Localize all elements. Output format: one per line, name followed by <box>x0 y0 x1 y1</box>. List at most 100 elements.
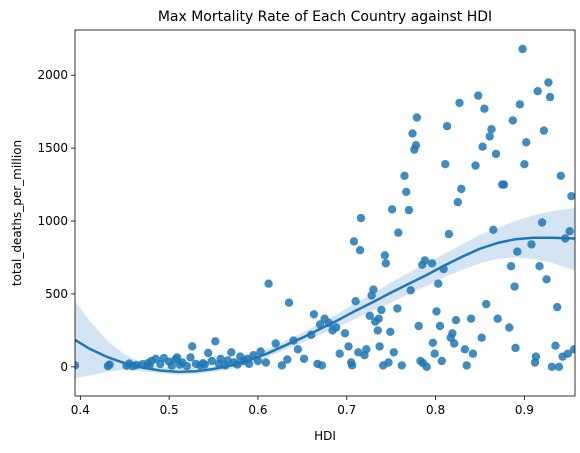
data-point <box>389 348 398 357</box>
data-point <box>485 132 494 141</box>
data-point <box>271 339 280 348</box>
data-point <box>563 349 573 358</box>
data-point <box>522 138 531 147</box>
data-point <box>356 213 366 223</box>
x-axis-label: HDI <box>314 429 336 443</box>
data-point <box>482 299 491 309</box>
data-point <box>400 171 409 180</box>
data-point <box>478 142 487 151</box>
data-point <box>567 192 575 201</box>
data-point <box>434 279 443 288</box>
data-point <box>211 337 220 346</box>
x-tick-label: 0.7 <box>337 403 356 417</box>
data-point <box>414 321 423 331</box>
data-point <box>539 126 549 135</box>
data-point <box>510 282 519 291</box>
x-tick-label: 0.6 <box>248 403 267 417</box>
x-tick-label: 0.5 <box>160 403 179 417</box>
data-point <box>489 225 498 234</box>
x-tick-label: 0.4 <box>71 403 90 417</box>
x-tick-label: 0.9 <box>515 403 534 417</box>
data-point <box>535 262 544 271</box>
data-point <box>457 184 466 194</box>
data-point <box>186 353 195 362</box>
data-point <box>393 304 402 313</box>
data-point <box>428 338 438 347</box>
data-point <box>460 345 470 354</box>
data-point <box>397 361 406 370</box>
y-ticks: 0 500 1000 1500 2000 <box>37 68 75 374</box>
data-point <box>264 279 273 288</box>
y-tick-label: 2000 <box>37 68 68 82</box>
data-point <box>299 354 309 363</box>
data-point <box>547 362 557 371</box>
data-point <box>277 361 287 370</box>
data-point <box>435 321 445 331</box>
data-point <box>374 314 383 323</box>
data-point <box>554 362 564 371</box>
data-point <box>444 229 454 239</box>
data-point <box>455 98 464 108</box>
data-point <box>518 44 527 54</box>
data-point <box>569 345 575 354</box>
trend-line <box>75 236 575 374</box>
data-point <box>204 348 213 358</box>
data-point <box>362 345 371 354</box>
data-point <box>544 78 553 87</box>
trend-layer <box>75 236 575 374</box>
data-point <box>402 187 411 197</box>
data-point <box>349 237 359 246</box>
data-point <box>373 326 382 335</box>
data-point <box>474 91 483 100</box>
data-point <box>427 259 437 268</box>
data-point <box>261 358 271 367</box>
data-point <box>491 149 501 159</box>
data-point <box>480 104 489 113</box>
data-point <box>351 297 360 306</box>
data-point <box>344 342 353 351</box>
data-point <box>531 352 541 361</box>
y-tick-label: 0 <box>60 360 68 374</box>
data-point <box>462 361 471 370</box>
points-layer <box>75 44 575 371</box>
confidence-band <box>75 207 575 379</box>
data-point <box>493 314 502 323</box>
data-point <box>551 341 560 350</box>
data-point <box>527 240 536 249</box>
data-point <box>331 323 341 332</box>
data-point <box>340 329 350 338</box>
data-point <box>188 342 197 351</box>
data-point <box>511 343 520 353</box>
data-point <box>375 342 384 351</box>
data-point <box>553 302 562 312</box>
data-point <box>537 218 547 227</box>
data-point <box>430 349 439 358</box>
data-point <box>513 247 522 256</box>
data-point <box>105 360 114 369</box>
data-point <box>283 355 292 364</box>
data-point <box>477 333 486 342</box>
data-point <box>565 227 574 236</box>
data-point <box>412 113 422 122</box>
data-point <box>441 160 450 169</box>
data-point <box>309 310 319 319</box>
data-point <box>381 259 390 268</box>
data-point <box>508 116 517 125</box>
data-point <box>167 361 176 370</box>
data-point <box>317 361 327 370</box>
data-point <box>380 251 390 260</box>
y-axis-label: total_deaths_per_million <box>10 140 24 286</box>
data-point <box>182 361 192 371</box>
chart-title: Max Mortality Rate of Each Country again… <box>158 9 492 25</box>
data-point <box>432 307 441 316</box>
data-point <box>422 362 431 371</box>
x-tick-label: 0.8 <box>426 403 445 417</box>
data-point <box>520 160 529 169</box>
plot-frame <box>74 29 576 397</box>
data-point <box>468 349 478 358</box>
data-point <box>200 360 209 369</box>
data-point <box>545 92 555 102</box>
data-point <box>335 349 344 358</box>
